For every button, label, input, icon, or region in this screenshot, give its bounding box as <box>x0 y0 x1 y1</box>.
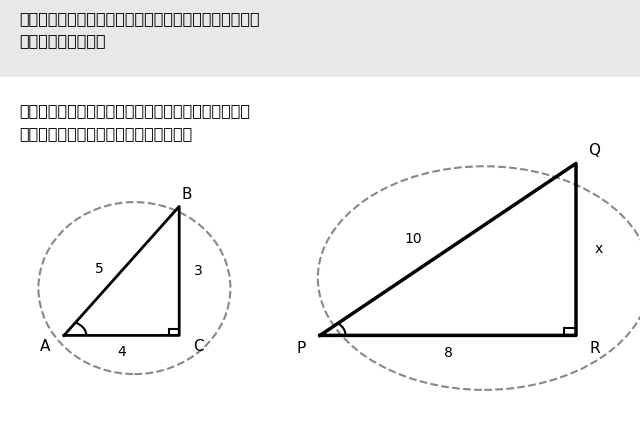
Text: 5: 5 <box>95 262 104 276</box>
Text: 実は、この比の値は、相似の関係から辺の長さを求める
ときに使っていた。: 実は、この比の値は、相似の関係から辺の長さを求める ときに使っていた。 <box>19 11 260 49</box>
Text: 3: 3 <box>194 264 203 278</box>
Text: C: C <box>193 339 204 353</box>
Text: R: R <box>590 341 600 356</box>
Text: P: P <box>296 341 305 356</box>
Text: A: A <box>40 339 50 353</box>
Text: Q: Q <box>588 143 600 158</box>
Text: B: B <box>182 187 192 202</box>
Text: x: x <box>595 243 602 256</box>
Text: 下図のような相似の関係にある直角三角形において、
辺ＰＱの長さｘを求めるときを考える。: 下図のような相似の関係にある直角三角形において、 辺ＰＱの長さｘを求めるときを考… <box>19 103 250 141</box>
Text: 8: 8 <box>444 347 452 360</box>
Text: 4: 4 <box>117 345 126 359</box>
FancyBboxPatch shape <box>0 0 640 77</box>
Text: 10: 10 <box>404 232 422 246</box>
